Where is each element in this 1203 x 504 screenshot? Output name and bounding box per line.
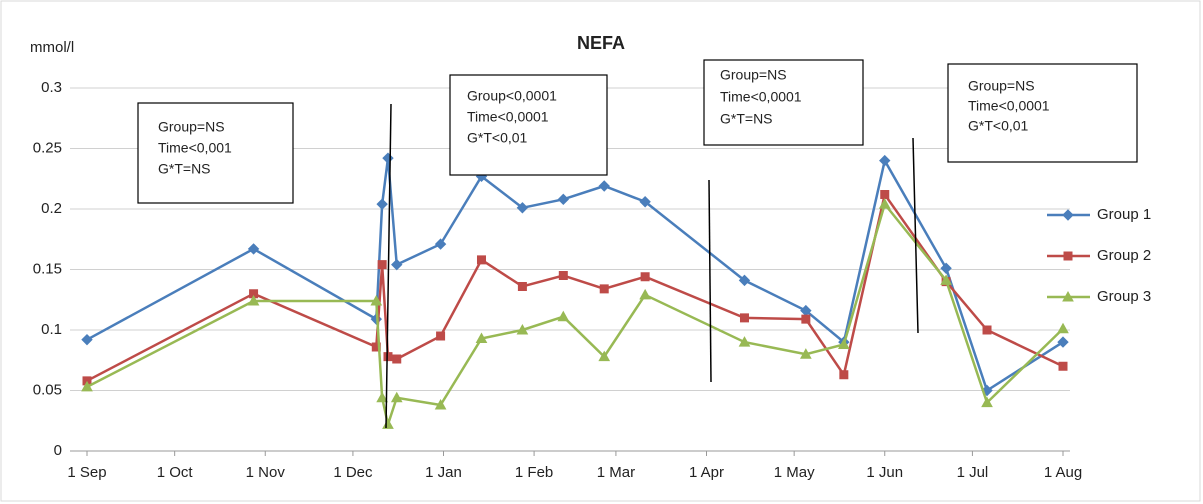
x-tick-label: 1 May [774, 464, 815, 481]
marker [879, 154, 891, 167]
marker [391, 258, 403, 271]
marker [392, 354, 402, 364]
annotation-text: Time<0,001 [158, 140, 232, 156]
x-tick-label: 1 Jan [425, 464, 462, 481]
annotation-text: Group<0,0001 [467, 88, 557, 104]
y-tick-label: 0.25 [33, 139, 62, 156]
annotation-text: Group=NS [720, 67, 787, 83]
marker [475, 332, 488, 343]
marker [516, 202, 529, 214]
legend-marker [1062, 209, 1074, 221]
annotation-box [449, 74, 608, 176]
marker [434, 238, 447, 250]
marker [640, 272, 650, 282]
marker [434, 398, 447, 410]
marker [738, 336, 751, 347]
x-tick-label: 1 Feb [515, 464, 553, 481]
legend-label: Group 3 [1097, 288, 1151, 305]
y-tick-label: 0.2 [41, 200, 62, 217]
annotation-box [947, 63, 1138, 163]
marker [1058, 361, 1068, 371]
y-tick-label: 0 [54, 442, 62, 459]
marker [516, 323, 529, 335]
legend-marker [1062, 290, 1074, 302]
x-tick-label: 1 Mar [597, 464, 635, 481]
divider [385, 103, 392, 429]
x-tick-label: 1 Aug [1044, 464, 1082, 481]
marker [376, 391, 388, 403]
y-tick-label: 0.15 [33, 260, 62, 277]
divider [912, 137, 919, 334]
divider-lines [385, 103, 919, 429]
annotation-text: Time<0,0001 [467, 109, 549, 125]
marker [383, 352, 393, 362]
legend-marker [1063, 251, 1073, 261]
marker [800, 348, 812, 359]
marker [81, 333, 93, 346]
marker [1057, 322, 1069, 334]
marker [801, 314, 811, 324]
y-tick-label: 0.3 [41, 79, 62, 96]
legend-label: Group 2 [1097, 247, 1151, 264]
annotations: Group=NS Time<0,001 G*T=NS Group<0,0001 Time… [137, 59, 1138, 204]
marker [981, 396, 993, 408]
y-tick-label: 0.1 [41, 321, 62, 338]
marker [878, 198, 891, 209]
divider [708, 179, 712, 383]
legend-label: Group 1 [1097, 206, 1151, 223]
marker [376, 198, 388, 210]
y-tick-label: 0.05 [33, 381, 62, 398]
x-tick-label: 1 Jul [957, 464, 989, 481]
marker [370, 294, 383, 306]
plot-area: 0 0.05 0.1 0.15 0.2 0.25 0.3 1 Sep 1 Oct 1 Nov 1 D… [33, 79, 1151, 481]
marker [436, 331, 446, 341]
x-tick-label: 1 Jun [866, 464, 903, 481]
annotation-text: Group=NS [158, 119, 225, 135]
marker [81, 380, 93, 392]
annotation-text: G*T=NS [158, 161, 211, 177]
x-tick-label: 1 Apr [689, 464, 724, 481]
annotation-text: G*T<0,01 [467, 130, 528, 146]
marker [639, 288, 651, 300]
x-tick-label: 1 Oct [157, 464, 194, 481]
annotation-box [703, 59, 864, 146]
marker [738, 274, 751, 287]
marker [639, 196, 651, 208]
annotation-text: G*T=NS [720, 111, 773, 127]
marker [390, 391, 403, 403]
annotation-box [137, 102, 294, 204]
marker [837, 338, 850, 350]
annotation-text: Time<0,0001 [968, 98, 1050, 114]
annotation-text: Group=NS [968, 78, 1035, 94]
marker [1057, 336, 1069, 348]
marker [249, 289, 259, 299]
chart-title: NEFA [577, 33, 625, 53]
marker [476, 255, 486, 265]
marker [377, 260, 387, 270]
x-tick-label: 1 Nov [246, 464, 286, 481]
annotation-text: G*T<0,01 [968, 118, 1029, 134]
marker [940, 274, 952, 285]
marker [558, 271, 568, 281]
marker [739, 313, 749, 323]
marker [599, 284, 609, 294]
x-tick-label: 1 Dec [333, 464, 373, 481]
annotation-text: Time<0,0001 [720, 89, 802, 105]
marker [598, 350, 611, 362]
marker [557, 310, 570, 322]
marker [247, 243, 260, 255]
y-axis-label: mmol/l [30, 39, 74, 56]
x-tick-label: 1 Sep [67, 464, 106, 481]
marker [982, 325, 992, 335]
marker [247, 294, 260, 306]
marker [557, 193, 570, 206]
marker [940, 262, 952, 274]
marker [517, 281, 527, 291]
marker [598, 180, 610, 192]
marker [839, 370, 849, 380]
marker [880, 189, 890, 199]
